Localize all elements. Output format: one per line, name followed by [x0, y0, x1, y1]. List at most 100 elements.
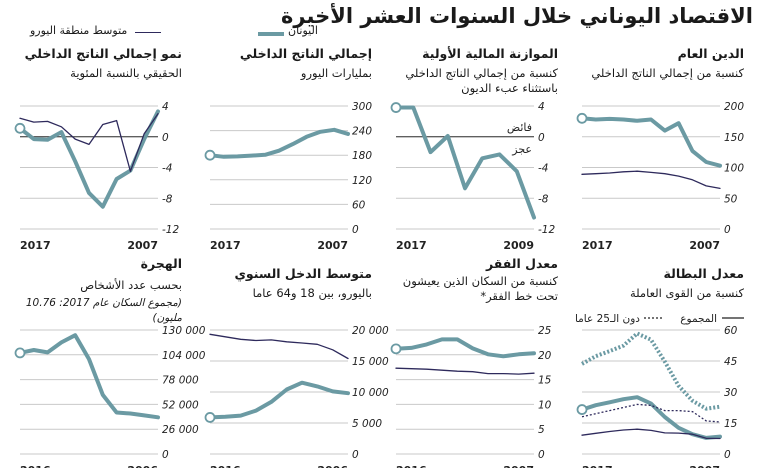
- y-tick-label: 0: [352, 224, 359, 236]
- under25-legend-label: دون الـ25 عاما: [575, 313, 640, 325]
- panel-primary-balance: الموازنة المالية الأولية كنسبة من إجمالي…: [386, 46, 562, 258]
- debt-chart: 0 50 100 150 200 2017 2007: [576, 101, 744, 252]
- legend: اليونان متوسط منطقة اليورو: [10, 24, 340, 42]
- y-tick-label: 240: [352, 126, 372, 138]
- panel-income: متوسط الدخل السنوي باليورو، بين 18 و64 ع…: [200, 256, 389, 468]
- y-tick-label: 100: [724, 163, 744, 175]
- y-tick-label: 5: [538, 424, 545, 436]
- y-tick-label: 10 000: [352, 387, 389, 399]
- income-chart: 0 5 000 10 000 15 000 20 000 2016 2006: [204, 325, 389, 468]
- y-tick-label: 4: [162, 101, 169, 113]
- panel-note: (مجموع السكان عام 2017: 10.76 مليون): [25, 297, 182, 324]
- y-tick-label: 26 000: [162, 424, 199, 436]
- eurozone-legend-swatch: [135, 32, 161, 33]
- series-line: [581, 170, 721, 190]
- series-line: [581, 428, 721, 440]
- panel-subtitle: بمليارات اليورو: [300, 66, 372, 80]
- panel-subtitle: كنسبة من السكان الذين يعيشون تحت خط الفق…: [402, 274, 558, 303]
- migration-chart: 0 26 000 52 000 78 000 104 000 130 000 2016 200…: [14, 325, 206, 468]
- y-tick-label: -12: [162, 224, 179, 236]
- series-start-marker: [204, 412, 216, 423]
- y-tick-label: -8: [162, 193, 173, 205]
- x-start-label: 2017: [582, 464, 613, 468]
- y-tick-label: 60: [724, 325, 738, 337]
- x-end-label: 2007: [689, 239, 720, 252]
- y-tick-label: -4: [538, 163, 548, 175]
- panel-title: الهجرة: [140, 256, 182, 271]
- series-start-marker: [390, 343, 402, 355]
- greece-legend-label: اليونان: [288, 24, 318, 37]
- panel-poverty: معدل الفقر كنسبة من السكان الذين يعيشون …: [386, 256, 562, 468]
- y-tick-label: -12: [538, 224, 555, 236]
- panel-subtitle: كنسبة من القوى العاملة: [629, 286, 744, 300]
- x-end-label: 2006: [317, 464, 348, 468]
- panel-title: معدل البطالة: [663, 266, 744, 281]
- y-tick-label: 0: [538, 449, 545, 461]
- y-tick-label: 60: [352, 199, 366, 211]
- panel-subtitle: كنسبة من إجمالي الناتج الداخلي: [591, 66, 744, 80]
- unemployment-chart: 0 15 30 45 60 2017 2007 المجموع دون الـ25 عاما: [575, 313, 744, 468]
- deficit-label: عجز: [511, 143, 532, 156]
- panel-title: الموازنة المالية الأولية: [422, 46, 558, 61]
- panel-public-debt: الدين العام كنسبة من إجمالي الناتج الداخ…: [572, 46, 748, 258]
- total-legend-label: المجموع: [680, 313, 717, 325]
- panel-subtitle: كنسبة من إجمالي الناتج الداخلي باستثناء …: [405, 66, 558, 95]
- y-tick-label: 0: [352, 449, 359, 461]
- series-line: [394, 337, 536, 359]
- y-tick-label: 15: [538, 375, 552, 387]
- series-start-marker: [14, 122, 26, 134]
- series-line: [208, 127, 350, 159]
- eurozone-legend-label: متوسط منطقة اليورو: [30, 24, 128, 37]
- series-start-marker: [576, 112, 588, 124]
- panel-subtitle: الحقيقي بالنسبة المئوية: [70, 66, 182, 80]
- y-tick-label: 0: [724, 449, 731, 461]
- y-tick-label: 130 000: [162, 325, 206, 337]
- y-tick-label: 0: [724, 224, 731, 236]
- panel-title: إجمالي الناتج الداخلي: [239, 46, 372, 61]
- x-end-label: 2009: [503, 239, 534, 252]
- y-tick-label: 30: [724, 387, 738, 399]
- series-line: [581, 331, 721, 411]
- y-tick-label: 0: [162, 132, 169, 144]
- y-tick-label: 180: [352, 150, 372, 162]
- series-start-marker: [14, 347, 26, 359]
- y-tick-label: 78 000: [162, 375, 199, 387]
- series-line: [18, 109, 160, 209]
- y-tick-label: 45: [724, 356, 738, 368]
- x-end-label: 2006: [127, 464, 158, 468]
- series-line: [580, 116, 722, 168]
- y-tick-label: 20 000: [352, 325, 389, 337]
- x-end-label: 2007: [317, 239, 348, 252]
- x-start-label: 2016: [210, 464, 241, 468]
- series-line: [208, 380, 350, 420]
- series-line: [581, 403, 721, 423]
- y-tick-label: 50: [724, 193, 738, 205]
- series-start-marker: [576, 404, 588, 415]
- series-line: [19, 113, 159, 172]
- page-title: الاقتصاد اليوناني خلال السنوات العشر الأ…: [281, 4, 753, 28]
- x-start-label: 2017: [582, 239, 613, 252]
- x-start-label: 2016: [396, 464, 427, 468]
- panel-title: نمو إجمالي الناتج الداخلي: [24, 46, 182, 61]
- y-tick-label: -4: [162, 163, 172, 175]
- series-line: [209, 333, 349, 360]
- y-tick-label: 52 000: [162, 399, 199, 411]
- panel-gdp: إجمالي الناتج الداخلي بمليارات اليورو 0 6…: [200, 46, 376, 258]
- surplus-label: فائض: [507, 121, 532, 134]
- gdp-chart: 0 60 120 180 240 300 2017 2007: [204, 101, 372, 252]
- x-start-label: 2017: [396, 239, 427, 252]
- growth-chart: -12 -8 -4 0 4 2017 2007: [14, 101, 179, 252]
- y-tick-label: 0: [538, 132, 545, 144]
- y-tick-label: 15 000: [352, 356, 389, 368]
- x-end-label: 2007: [127, 239, 158, 252]
- y-tick-label: 10: [538, 399, 552, 411]
- y-tick-label: 15: [724, 418, 738, 430]
- y-tick-label: 104 000: [162, 350, 206, 362]
- series-line: [394, 105, 536, 220]
- x-start-label: 2017: [210, 239, 241, 252]
- x-start-label: 2016: [20, 464, 51, 468]
- y-tick-label: 200: [724, 101, 744, 113]
- balance-chart: -12 -8 -4 0 4 2017 2009 فائض عجز: [390, 101, 555, 252]
- panel-unemployment: معدل البطالة كنسبة من القوى العاملة 0 15 3…: [572, 256, 748, 468]
- panel-title: متوسط الدخل السنوي: [234, 266, 372, 281]
